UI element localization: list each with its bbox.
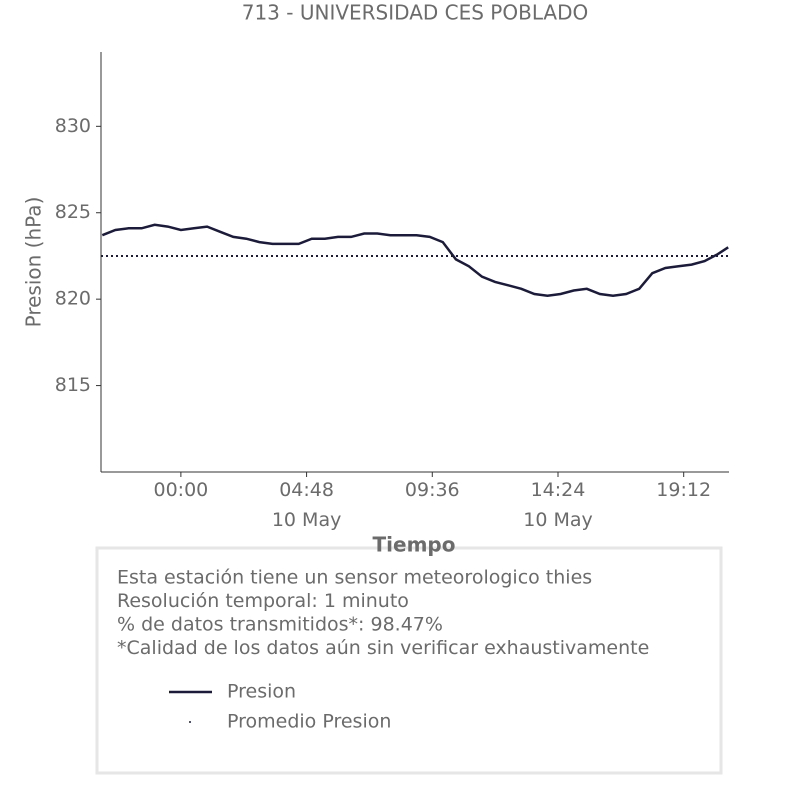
info-text: *Calidad de los datos aún sin verificar …	[117, 637, 649, 659]
info-text: Resolución temporal: 1 minuto	[117, 590, 409, 612]
line-series	[101, 223, 729, 297]
info-box	[95, 546, 723, 775]
info-text: Esta estación tiene un sensor meteorolog…	[117, 567, 592, 589]
y-tick-label: 825	[55, 201, 91, 223]
x-axis-label: Tiempo	[373, 533, 456, 557]
x-tick-label: 04:48 10 May	[272, 479, 342, 531]
legend-label: Presion	[227, 681, 296, 703]
y-tick-label: 815	[55, 374, 91, 396]
info-text: % de datos transmitidos*: 98.47%	[117, 614, 443, 636]
y-tick-label: 820	[55, 288, 91, 310]
x-tick-label: 19:12	[656, 479, 711, 501]
y-axis-label: Presion (hPa)	[22, 197, 46, 328]
x-tick-label: 09:36	[405, 479, 460, 501]
chart-title: 713 - UNIVERSIDAD CES POBLADO	[242, 1, 589, 25]
x-tick-label: 00:00	[153, 479, 208, 501]
x-tick-label: 14:24 10 May	[523, 479, 593, 531]
y-tick-label: 830	[55, 115, 91, 137]
legend-marker	[189, 721, 191, 723]
legend-label: Promedio Presion	[227, 711, 391, 733]
